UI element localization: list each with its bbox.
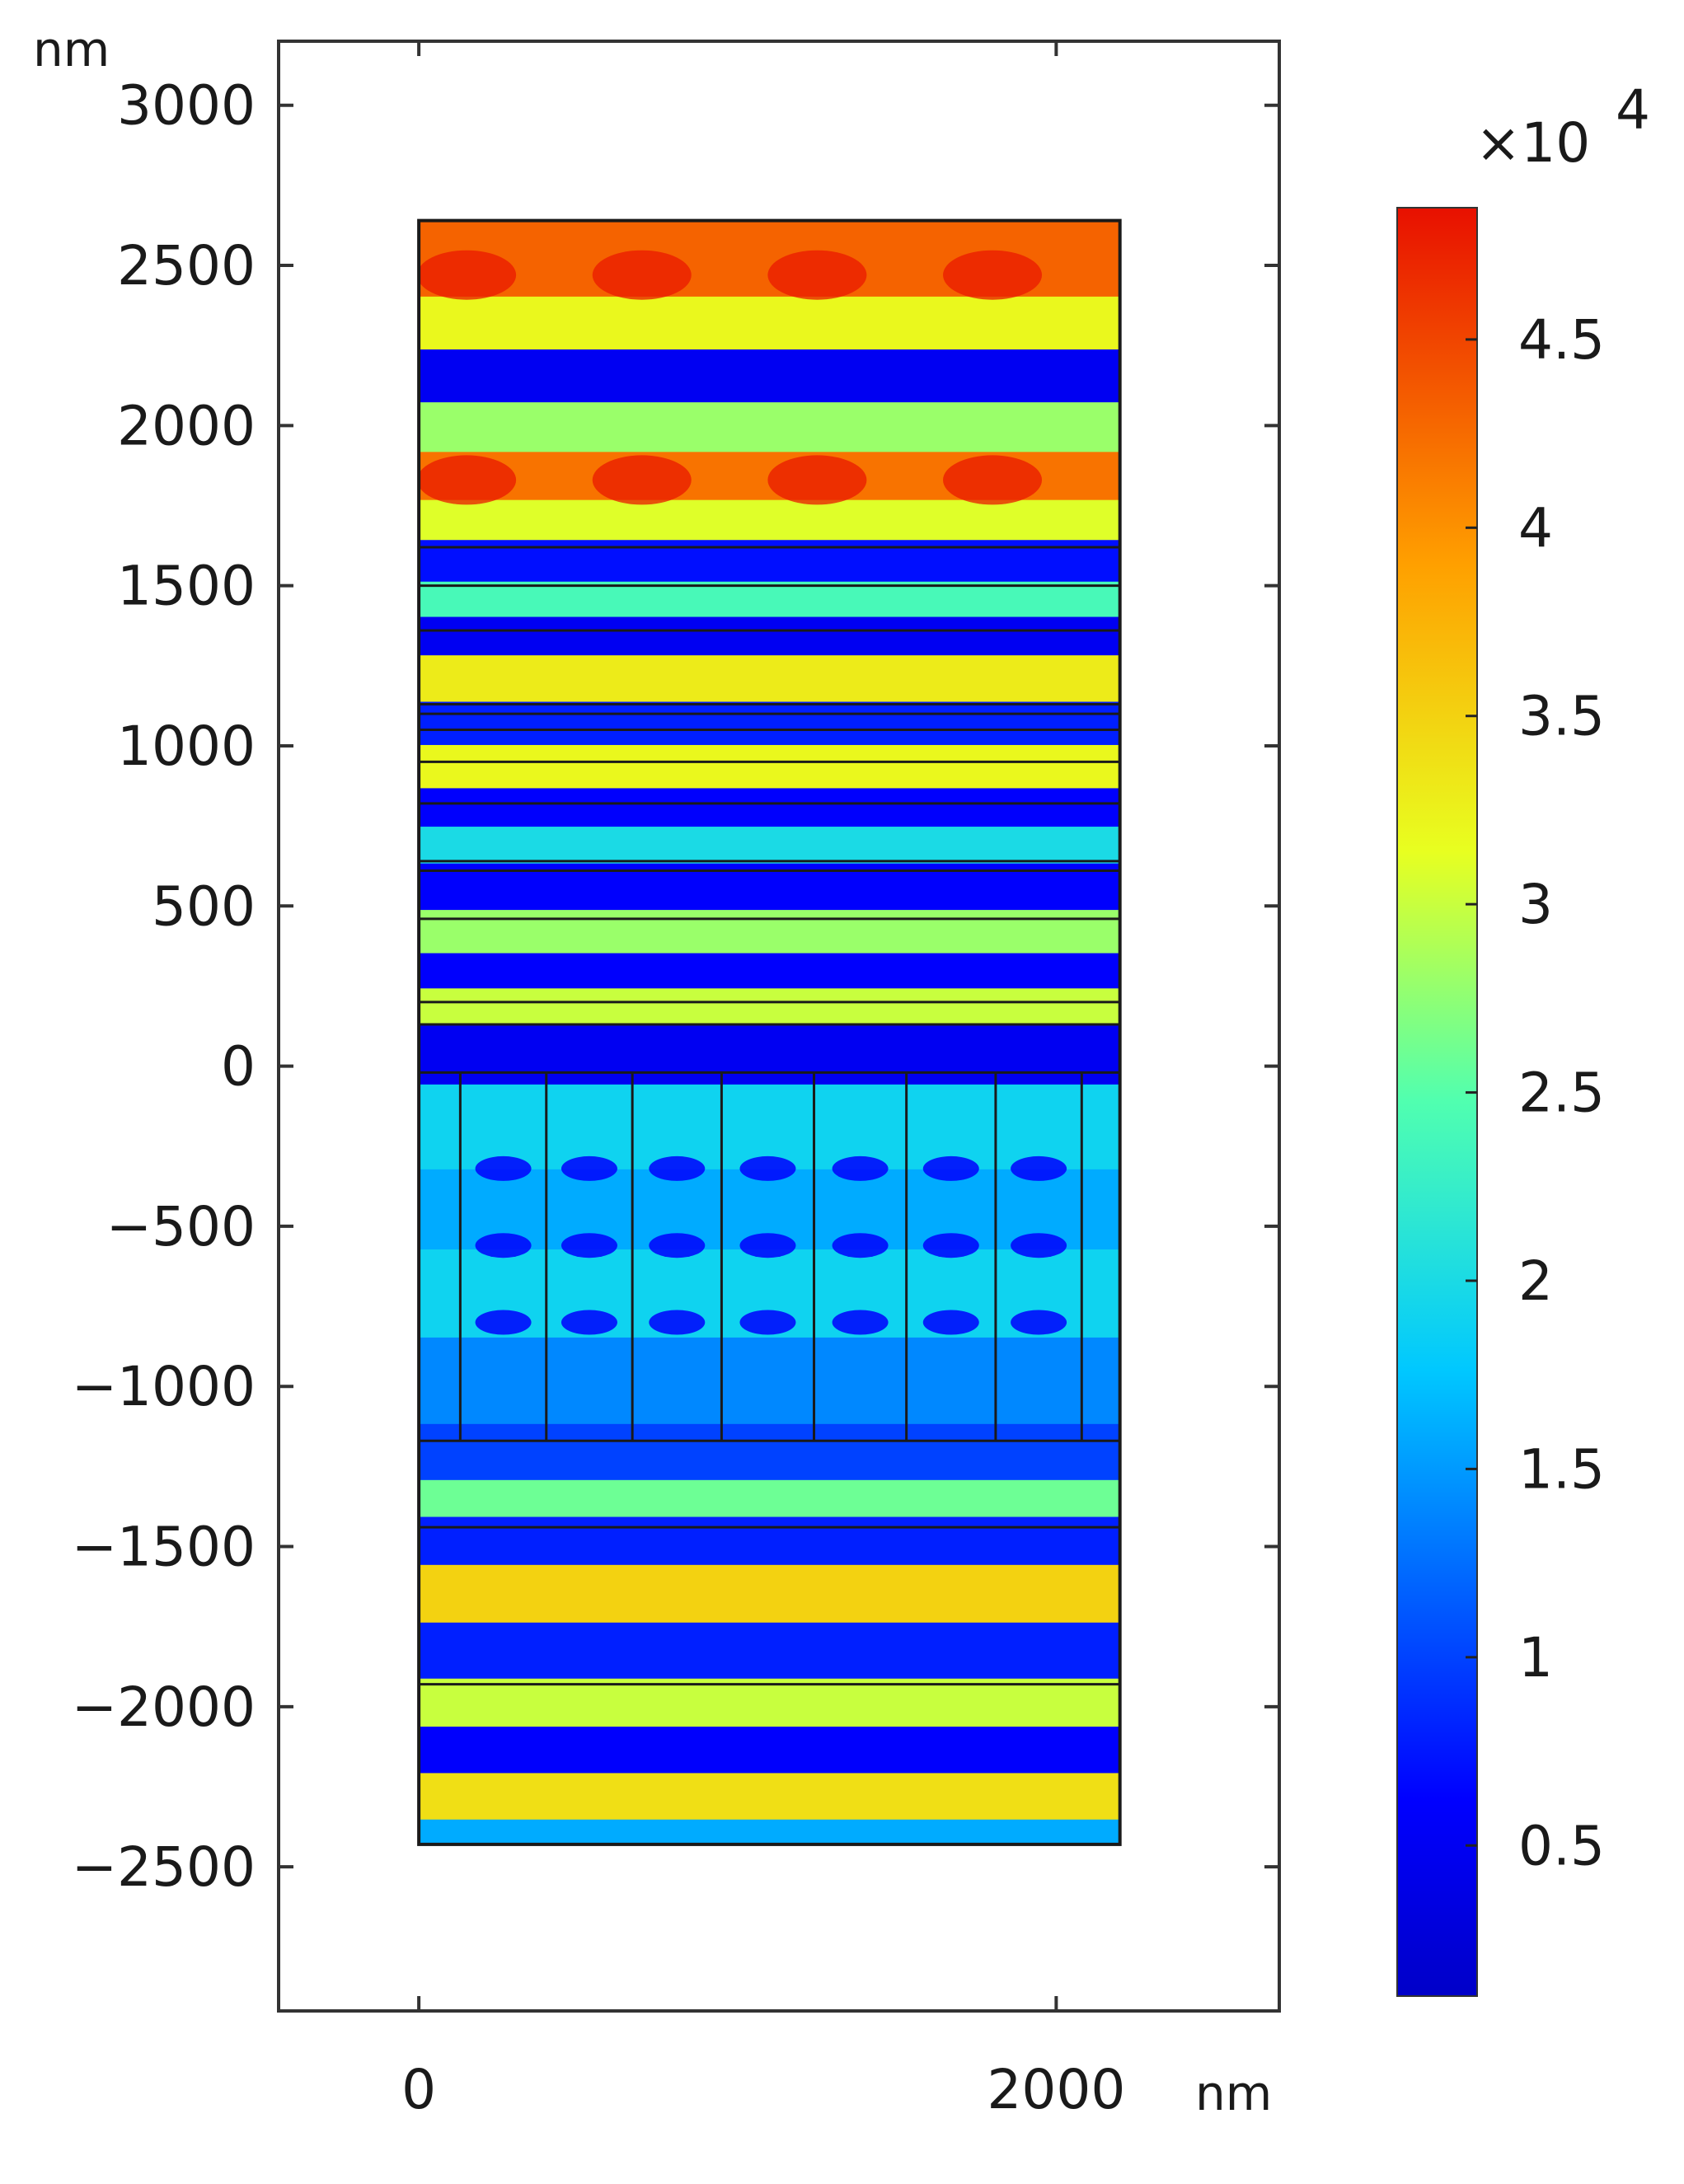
field-hotspot	[419, 250, 517, 300]
field-hotspot	[419, 455, 517, 505]
field-band	[419, 827, 1120, 865]
field-spot	[1011, 1310, 1067, 1335]
field-map	[419, 220, 1120, 1844]
field-band	[419, 953, 1120, 991]
field-spot	[475, 1155, 532, 1181]
field-band	[419, 1727, 1120, 1775]
colorbar-tick-label: 3	[1518, 873, 1553, 936]
field-band	[419, 744, 1120, 790]
y-tick-label: 2000	[117, 394, 256, 457]
field-spot	[561, 1155, 617, 1181]
axes: 3000 2500 2000 1500 1000 500 0 −500 −1000 −1500 −2…	[33, 21, 1281, 2121]
colorbar-gradient	[1396, 207, 1478, 1997]
field-hotspot	[592, 455, 692, 505]
colorbar-tick-label: 2	[1518, 1249, 1553, 1313]
field-spot	[561, 1233, 617, 1258]
y-tick-label: 2500	[117, 234, 256, 298]
colorbar-tick-label: 3.5	[1518, 685, 1605, 748]
field-band	[419, 499, 1120, 542]
field-band	[419, 1024, 1120, 1086]
field-spot	[475, 1233, 532, 1258]
colorbar-tick-label: 1.5	[1518, 1437, 1605, 1501]
y-tick-label: −500	[106, 1195, 256, 1258]
field-spot	[649, 1155, 706, 1181]
field-hotspot	[592, 250, 692, 300]
y-tick-label: −2500	[72, 1835, 256, 1899]
colorbar-tick-label: 2.5	[1518, 1062, 1605, 1125]
field-band	[419, 1773, 1120, 1821]
layer-boundaries	[417, 218, 1122, 1846]
field-hotspot	[943, 455, 1043, 505]
y-tick-label: −2000	[72, 1675, 256, 1739]
field-band	[419, 1564, 1120, 1624]
field-spot	[561, 1310, 617, 1335]
colorbar-tick-label: 4	[1518, 496, 1553, 560]
field-spot	[922, 1233, 979, 1258]
x-tick-label: 2000	[987, 2058, 1125, 2121]
colorbar-tick-label: 1	[1518, 1626, 1553, 1690]
field-spot	[739, 1155, 796, 1181]
colorbar-tick-label: 0.5	[1518, 1814, 1605, 1877]
field-band	[419, 1479, 1120, 1519]
field-band	[419, 1678, 1120, 1729]
plot-frame	[277, 40, 1281, 2013]
field-band	[419, 616, 1120, 658]
field-spot	[649, 1310, 706, 1335]
field-spot	[922, 1310, 979, 1335]
field-spot	[832, 1233, 889, 1258]
field-band	[419, 1423, 1120, 1482]
field-band	[419, 296, 1120, 352]
field-band	[419, 402, 1120, 454]
x-tick-label: 0	[401, 2058, 436, 2121]
colorbar: 0.5 1 1.5 2 2.5 3 3.5 4 4.5 ×10 4	[1396, 78, 1650, 1997]
field-band	[419, 910, 1120, 955]
field-band	[419, 1819, 1120, 1844]
y-tick-label: 1500	[117, 555, 256, 618]
y-tick-label: 500	[152, 874, 256, 938]
y-tick-label: 1000	[117, 715, 256, 778]
colorbar-exponent: 4	[1616, 78, 1650, 142]
field-band	[419, 788, 1120, 829]
field-spot	[739, 1233, 796, 1258]
field-hotspot	[943, 250, 1043, 300]
y-tick-label: 3000	[117, 74, 256, 138]
field-spot	[922, 1155, 979, 1181]
field-hotspot	[767, 250, 867, 300]
field-band	[419, 1516, 1120, 1567]
field-band	[419, 701, 1120, 747]
y-axis-unit-label: nm	[33, 21, 110, 77]
y-tick-label: 0	[221, 1035, 256, 1099]
field-band	[419, 1337, 1120, 1426]
field-spot	[832, 1310, 889, 1335]
y-tick-label: −1500	[72, 1516, 256, 1579]
field-spot	[1011, 1233, 1067, 1258]
domain-outline	[417, 218, 1122, 1846]
field-spot	[649, 1233, 706, 1258]
field-spot	[475, 1310, 532, 1335]
field-band	[419, 988, 1120, 1026]
field-spot	[739, 1310, 796, 1335]
field-spot	[832, 1155, 889, 1181]
field-band	[419, 349, 1120, 405]
colorbar-tick-label: 4.5	[1518, 308, 1605, 372]
x-axis-unit-label: nm	[1195, 2065, 1272, 2121]
colorbar-multiplier: ×10	[1475, 111, 1590, 175]
field-band	[419, 655, 1120, 704]
field-band	[419, 1622, 1120, 1680]
field-spot	[1011, 1155, 1067, 1181]
field-band	[419, 581, 1120, 619]
y-tick-label: −1000	[72, 1355, 256, 1418]
field-hotspot	[767, 455, 867, 505]
